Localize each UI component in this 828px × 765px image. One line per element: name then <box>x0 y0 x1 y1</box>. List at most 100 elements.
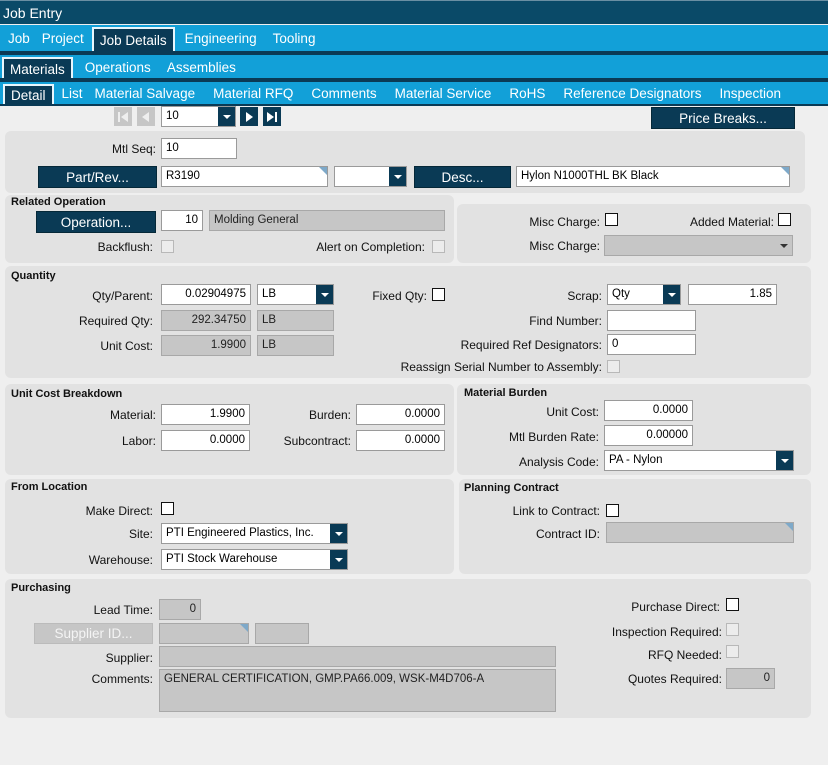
rfq-needed-checkbox[interactable] <box>726 645 739 658</box>
job-tabs: Job Project Job Details Engineering Tool… <box>0 25 828 51</box>
tab-material-service[interactable]: Material Service <box>394 85 492 101</box>
warehouse-value: PTI Stock Warehouse <box>166 553 278 565</box>
burden-cost-field[interactable]: 0.0000 <box>356 404 445 425</box>
material-burden-title: Material Burden <box>464 387 548 399</box>
quantity-title: Quantity <box>11 270 56 282</box>
burden-rate-label: Mtl Burden Rate: <box>508 430 599 444</box>
fixed-qty-label: Fixed Qty: <box>372 289 427 303</box>
labor-cost-label: Labor: <box>121 434 156 448</box>
quotes-required-field: 0 <box>726 668 775 689</box>
purchase-direct-checkbox[interactable] <box>726 598 739 611</box>
inspection-required-checkbox[interactable] <box>726 623 739 636</box>
tab-tooling[interactable]: Tooling <box>272 30 316 46</box>
tab-list[interactable]: List <box>61 85 83 101</box>
misc-charge-checkbox[interactable] <box>605 213 618 226</box>
qty-parent-uom-dropdown[interactable]: LB <box>257 284 334 305</box>
chevron-down-icon[interactable] <box>330 550 347 569</box>
quotes-required-label: Quotes Required: <box>627 672 722 686</box>
chevron-down-icon[interactable] <box>663 285 680 304</box>
added-material-label: Added Material: <box>689 215 774 229</box>
material-cost-label: Material: <box>109 408 156 422</box>
tab-assemblies[interactable]: Assemblies <box>166 59 236 75</box>
find-number-label: Find Number: <box>529 314 602 328</box>
unit-cost-field: 1.9900 <box>161 335 251 356</box>
chevron-down-icon[interactable] <box>776 451 793 470</box>
tab-detail[interactable]: Detail <box>3 84 54 104</box>
qty-parent-field[interactable]: 0.02904975 <box>161 284 251 305</box>
purchasing-title: Purchasing <box>11 582 71 594</box>
tab-operations[interactable]: Operations <box>84 59 151 75</box>
last-record-icon[interactable] <box>263 107 281 126</box>
purchase-direct-label: Purchase Direct: <box>631 600 720 614</box>
scrap-field[interactable]: 1.85 <box>688 284 777 305</box>
fixed-qty-checkbox[interactable] <box>432 288 445 301</box>
previous-record-icon[interactable] <box>137 107 155 126</box>
required-qty-uom-field: LB <box>257 310 334 331</box>
tab-job[interactable]: Job <box>8 30 30 46</box>
unit-cost-breakdown-panel <box>5 384 454 475</box>
supplier-id-button[interactable]: Supplier ID... <box>34 623 153 644</box>
reassign-serial-label: Reassign Serial Number to Assembly: <box>400 360 602 374</box>
chevron-down-icon[interactable] <box>316 285 333 304</box>
misc-charge-label: Misc Charge: <box>529 215 600 229</box>
site-dropdown[interactable]: PTI Engineered Plastics, Inc. <box>161 523 348 544</box>
supplier-label: Supplier: <box>105 651 153 665</box>
part-rev-button[interactable]: Part/Rev... <box>38 166 157 188</box>
link-to-contract-label: Link to Contract: <box>512 504 600 518</box>
tab-engineering[interactable]: Engineering <box>184 30 257 46</box>
find-number-field[interactable] <box>607 310 696 331</box>
make-direct-checkbox[interactable] <box>161 502 174 515</box>
tab-material-rfq[interactable]: Material RFQ <box>213 85 294 101</box>
warehouse-dropdown[interactable]: PTI Stock Warehouse <box>161 549 348 570</box>
chevron-down-icon[interactable] <box>330 524 347 543</box>
tab-comments[interactable]: Comments <box>311 85 377 101</box>
scrap-type-value: Qty <box>612 288 630 300</box>
unit-cost-label: Unit Cost: <box>100 339 153 353</box>
unit-cost-breakdown-title: Unit Cost Breakdown <box>11 388 123 400</box>
required-ref-designators-field[interactable]: 0 <box>607 334 696 355</box>
tab-reference-designators[interactable]: Reference Designators <box>563 85 702 101</box>
contract-id-label: Contract ID: <box>535 527 600 541</box>
tab-material-salvage[interactable]: Material Salvage <box>94 85 196 101</box>
site-value: PTI Engineered Plastics, Inc. <box>166 527 314 539</box>
part-field[interactable]: R3190 <box>161 166 328 187</box>
tab-inspection[interactable]: Inspection <box>719 85 782 101</box>
record-selector[interactable]: 10 <box>161 106 236 127</box>
tab-project[interactable]: Project <box>41 30 84 46</box>
inspection-required-label: Inspection Required: <box>611 625 722 639</box>
description-field[interactable]: Hylon N1000THL BK Black <box>516 166 790 187</box>
tab-rohs[interactable]: RoHS <box>509 85 546 101</box>
price-breaks-button[interactable]: Price Breaks... <box>651 107 795 129</box>
burden-rate-field[interactable]: 0.00000 <box>604 425 693 446</box>
reassign-serial-checkbox[interactable] <box>607 360 620 373</box>
labor-cost-field[interactable]: 0.0000 <box>161 430 250 451</box>
alert-on-completion-checkbox[interactable] <box>432 240 445 253</box>
analysis-code-label: Analysis Code: <box>518 455 599 469</box>
link-to-contract-checkbox[interactable] <box>606 504 619 517</box>
unit-cost-uom-field: LB <box>257 335 334 356</box>
mtl-seq-field[interactable]: 10 <box>161 138 237 159</box>
chevron-down-icon[interactable] <box>389 167 406 186</box>
mtl-seq-label: Mtl Seq: <box>111 142 156 156</box>
operation-button[interactable]: Operation... <box>36 211 156 233</box>
chevron-down-icon[interactable] <box>218 107 235 126</box>
scrap-type-dropdown[interactable]: Qty <box>607 284 681 305</box>
rfq-needed-label: RFQ Needed: <box>647 648 722 662</box>
added-material-checkbox[interactable] <box>778 213 791 226</box>
burden-unit-cost-field[interactable]: 0.0000 <box>604 400 693 421</box>
required-qty-label: Required Qty: <box>78 314 153 328</box>
next-record-icon[interactable] <box>240 107 258 126</box>
tab-job-details[interactable]: Job Details <box>91 27 175 51</box>
analysis-code-dropdown[interactable]: PA - Nylon <box>604 450 794 471</box>
operation-seq-field[interactable]: 10 <box>161 210 203 231</box>
subcontract-cost-field[interactable]: 0.0000 <box>356 430 445 451</box>
revision-dropdown[interactable] <box>334 166 407 187</box>
desc-button[interactable]: Desc... <box>414 166 511 188</box>
backflush-checkbox[interactable] <box>161 240 174 253</box>
comments-label: Comments: <box>91 672 153 686</box>
alert-label: Alert on Completion: <box>316 240 425 254</box>
make-direct-label: Make Direct: <box>85 504 153 518</box>
first-record-icon[interactable] <box>114 107 132 126</box>
tab-materials[interactable]: Materials <box>2 57 73 79</box>
material-cost-field[interactable]: 1.9900 <box>161 404 250 425</box>
